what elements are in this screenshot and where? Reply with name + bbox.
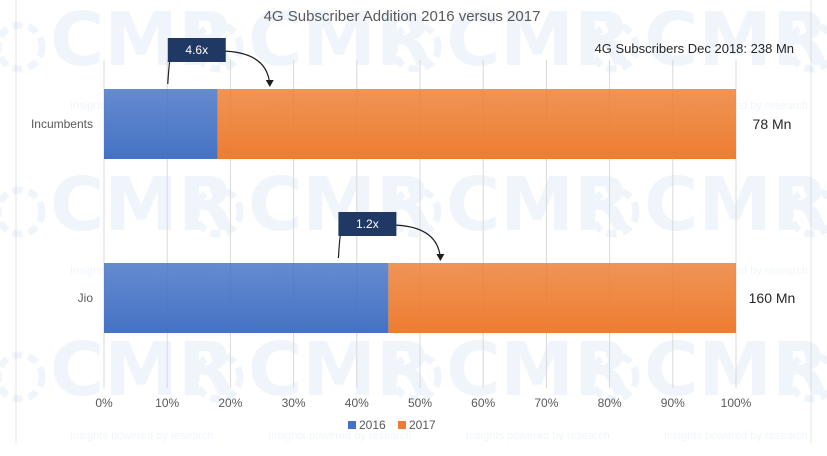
category-label: Incumbents (31, 117, 93, 131)
watermark-gear-icon (0, 351, 46, 403)
watermark-gear-icon (0, 21, 46, 73)
x-tick-label: 30% (282, 396, 306, 410)
x-tick-label: 90% (661, 396, 685, 410)
bar-total-label: 160 Mn (749, 290, 796, 306)
growth-arrow-curve (392, 224, 441, 260)
watermark-logo-text: CMR (50, 327, 235, 413)
watermark-gear-icon (588, 351, 640, 403)
watermark-gear-icon (192, 186, 244, 238)
x-tick-label: 20% (218, 396, 242, 410)
legend-swatch-2017 (398, 421, 406, 429)
watermark-gear-icon (390, 351, 442, 403)
growth-arrowhead-icon (265, 80, 274, 87)
bar-2016-jio (104, 263, 389, 333)
x-tick-label: 10% (155, 396, 179, 410)
x-tick-label: 70% (534, 396, 558, 410)
category-label: Jio (78, 291, 94, 305)
watermark-gear-icon (588, 186, 640, 238)
watermark-logo: CMR Insights powered by research (192, 327, 433, 442)
watermark-gear-icon (786, 21, 827, 73)
watermark-gear-icon (0, 186, 46, 238)
bar-2017-jio (388, 263, 736, 333)
watermark-logo-text: CMR (446, 0, 631, 83)
watermark-logo: CMR Insights powered by research (390, 327, 631, 442)
x-tick-label: 40% (345, 396, 369, 410)
watermark-gear-icon (786, 186, 827, 238)
growth-badge-label: 1.2x (356, 217, 379, 231)
watermark-logo-text: CMR (446, 162, 631, 248)
watermark-tagline: Insights powered by research (70, 430, 214, 442)
watermark-layer: CMR Insights powered by research CMR Insigh… (0, 0, 827, 442)
watermark-gear-icon (390, 21, 442, 73)
watermark-logo: CMR Insights powered by research (0, 327, 235, 442)
watermark-gear-icon (786, 351, 827, 403)
growth-badge (167, 38, 226, 62)
x-tick-label: 0% (95, 396, 113, 410)
watermark-gear-icon (588, 21, 640, 73)
watermark-logo-text: CMR (446, 327, 631, 413)
x-tick-label: 100% (721, 396, 752, 410)
subscriber-total-annotation: 4G Subscribers Dec 2018: 238 Mn (595, 41, 794, 56)
growth-arrow-curve (221, 50, 271, 86)
bar-2016-incumbents (104, 89, 218, 159)
legend: 2016 2017 (348, 418, 436, 432)
bar-total-label: 78 Mn (753, 116, 792, 132)
watermark-tagline: Insights powered by research (466, 430, 610, 442)
legend-label: 2017 (409, 418, 436, 432)
legend-label: 2016 (359, 418, 386, 432)
x-tick-label: 80% (598, 396, 622, 410)
watermark-tagline: Insights powered by research (268, 430, 412, 442)
chart-title: 4G Subscriber Addition 2016 versus 2017 (264, 8, 541, 25)
x-tick-label: 60% (471, 396, 495, 410)
watermark-logo-text: CMR (248, 327, 433, 413)
watermark-logo-text: CMR (50, 162, 235, 248)
legend-swatch-2016 (348, 421, 356, 429)
growth-badge-label: 4.6x (185, 43, 208, 57)
watermark-tagline: Insights powered by research (664, 430, 808, 442)
growth-arrowhead-icon (436, 254, 445, 261)
growth-badge (338, 212, 397, 236)
x-tick-label: 50% (408, 396, 432, 410)
watermark-logo-text: CMR (248, 0, 433, 83)
watermark-gear-icon (192, 351, 244, 403)
bar-2017-incumbents (217, 89, 736, 159)
